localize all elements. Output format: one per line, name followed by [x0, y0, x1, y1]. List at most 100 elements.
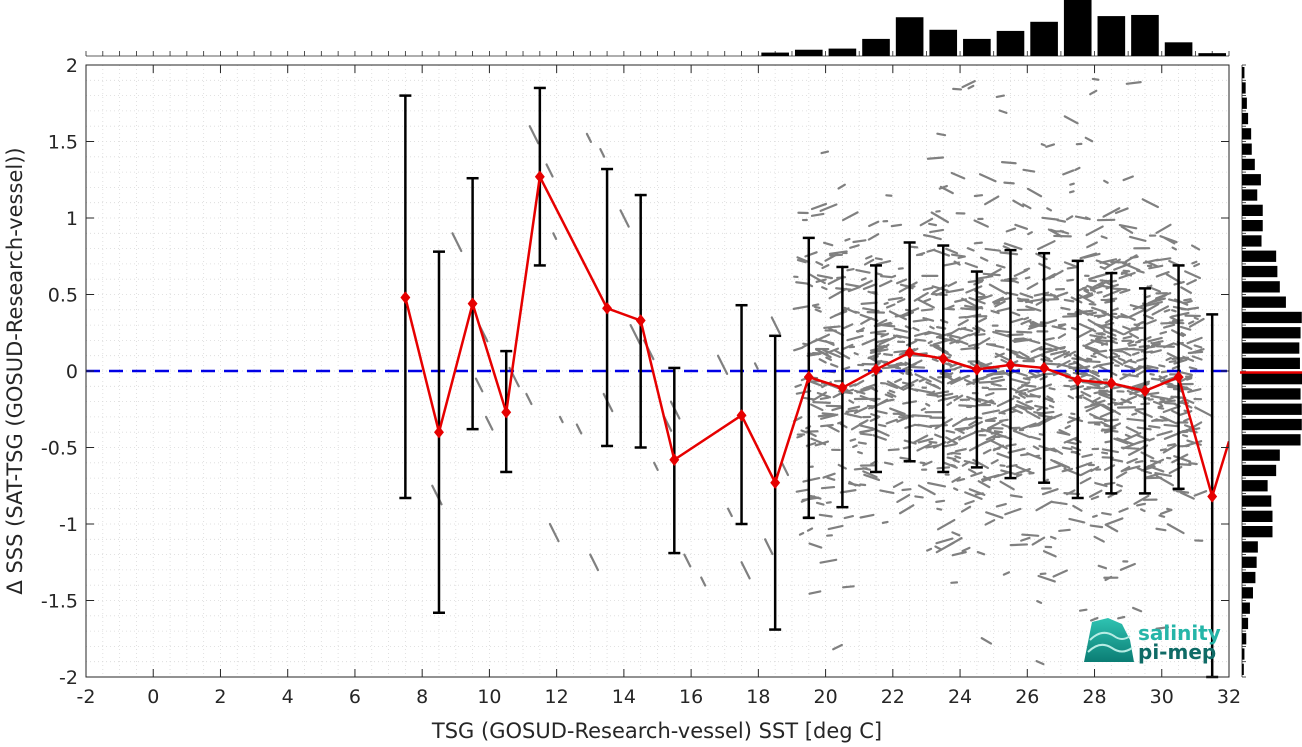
- scatter-streak: [935, 537, 954, 545]
- scatter-streak: [914, 495, 924, 499]
- scatter-streak: [995, 264, 1006, 269]
- scatter-streak: [1028, 471, 1035, 475]
- scatter-streak: [898, 363, 907, 367]
- scatter-streak: [859, 483, 867, 487]
- scatter-streak: [818, 440, 830, 446]
- scatter-streak: [844, 237, 851, 242]
- scatter-streak: [1048, 404, 1055, 409]
- right-hist-bar: [1242, 296, 1286, 308]
- scatter-streak: [1035, 500, 1053, 512]
- scatter-streak: [984, 247, 1001, 252]
- scatter-streak: [1011, 351, 1024, 359]
- scatter-streak: [1146, 364, 1159, 370]
- scatter-streak: [793, 346, 804, 352]
- scatter-streak: [988, 283, 1008, 295]
- top-hist-bar: [1063, 0, 1092, 56]
- scatter-streak: [913, 414, 933, 418]
- mean-marker: [1207, 490, 1218, 503]
- scatter-streak: [808, 542, 823, 549]
- scatter-streak: [1171, 356, 1190, 360]
- scatter-streak: [979, 256, 989, 262]
- scatter-streak: [1118, 271, 1136, 280]
- scatter-streak: [1009, 494, 1023, 499]
- scatter-streak: [806, 527, 814, 532]
- scatter-streak: [842, 323, 854, 330]
- scatter-streak: [1036, 240, 1056, 251]
- scatter-streak: [856, 387, 871, 394]
- scatter-streak: [984, 519, 996, 526]
- scatter-streak: [1113, 262, 1131, 271]
- scatter-streak: [1157, 404, 1164, 409]
- scatter-streak: [1133, 494, 1150, 505]
- scatter-streak: [1136, 502, 1147, 507]
- scatter-streak: [909, 245, 919, 249]
- y-tick-label: 1: [66, 208, 78, 230]
- scatter-streak: [1005, 348, 1019, 354]
- scatter-streak: [934, 433, 943, 439]
- scatter-streak: [1076, 328, 1095, 339]
- scatter-streak: [950, 374, 969, 385]
- scatter-streak: [977, 317, 988, 323]
- x-tick-label: 14: [612, 686, 636, 708]
- scatter-streak: [854, 379, 865, 387]
- scatter-streak: [1050, 349, 1067, 356]
- top-hist-bar: [761, 52, 789, 56]
- scatter-streak: [1092, 351, 1099, 356]
- right-hist-bar: [1242, 495, 1272, 507]
- scatter-streak: [935, 291, 943, 297]
- scatter-streak: [823, 241, 834, 247]
- scatter-streak: [880, 332, 890, 338]
- scatter-streak: [1012, 199, 1025, 208]
- scatter-streak: [1002, 571, 1011, 576]
- top-hist-bar: [1198, 53, 1226, 56]
- scatter-streak: [1012, 429, 1031, 439]
- scatter-streak: [1126, 395, 1138, 402]
- scatter-streak: [964, 262, 979, 269]
- scatter-streak: [961, 546, 971, 553]
- scatter-streak: [825, 501, 832, 504]
- scatter-streak: [1188, 366, 1198, 371]
- scatter-streak: [960, 346, 976, 351]
- scatter-streak: [1045, 347, 1058, 352]
- scatter-streak: [922, 234, 936, 239]
- scatter-streak: [982, 448, 992, 455]
- scatter-streak: [1141, 198, 1159, 209]
- scatter-streak: [1144, 260, 1160, 268]
- scatter-streak: [1112, 287, 1128, 291]
- scatter-streak: [1089, 616, 1099, 622]
- scatter-streak: [1024, 294, 1034, 299]
- scatter-streak: [832, 643, 843, 651]
- scatter-streak: [824, 340, 835, 347]
- scatter-streak: [1099, 265, 1107, 270]
- scatter-streak: [1040, 354, 1051, 361]
- scatter-streak: [984, 417, 998, 422]
- right-hist-bar: [1242, 526, 1273, 538]
- scatter-streak: [1034, 373, 1044, 379]
- scatter-streak: [683, 553, 692, 568]
- scatter-streak: [1119, 288, 1131, 294]
- scatter-streak: [928, 390, 936, 396]
- scatter-streak: [1193, 344, 1203, 349]
- scatter-streak: [857, 441, 867, 445]
- scatter-streak: [959, 428, 966, 432]
- scatter-streak: [859, 432, 873, 437]
- scatter-streak: [1009, 543, 1029, 547]
- scatter-streak: [1079, 252, 1098, 260]
- scatter-streak: [1119, 562, 1136, 571]
- scatter-streak: [1126, 457, 1138, 464]
- scatter-streak: [1053, 460, 1071, 469]
- scatter-streak: [1117, 615, 1126, 620]
- scatter-streak: [1145, 413, 1153, 419]
- scatter-streak: [1010, 409, 1018, 414]
- scatter-streak: [954, 426, 973, 431]
- scatter-streak: [810, 202, 828, 211]
- scatter-streak: [1147, 464, 1165, 473]
- scatter-streak: [1151, 340, 1164, 345]
- scatter-streak: [1042, 293, 1057, 297]
- scatter-streak: [1002, 371, 1011, 377]
- scatter-streak: [892, 481, 904, 489]
- scatter-streak: [899, 283, 908, 288]
- scatter-streak: [1031, 536, 1046, 546]
- scatter-streak: [849, 438, 857, 442]
- scatter-streak: [1129, 235, 1147, 242]
